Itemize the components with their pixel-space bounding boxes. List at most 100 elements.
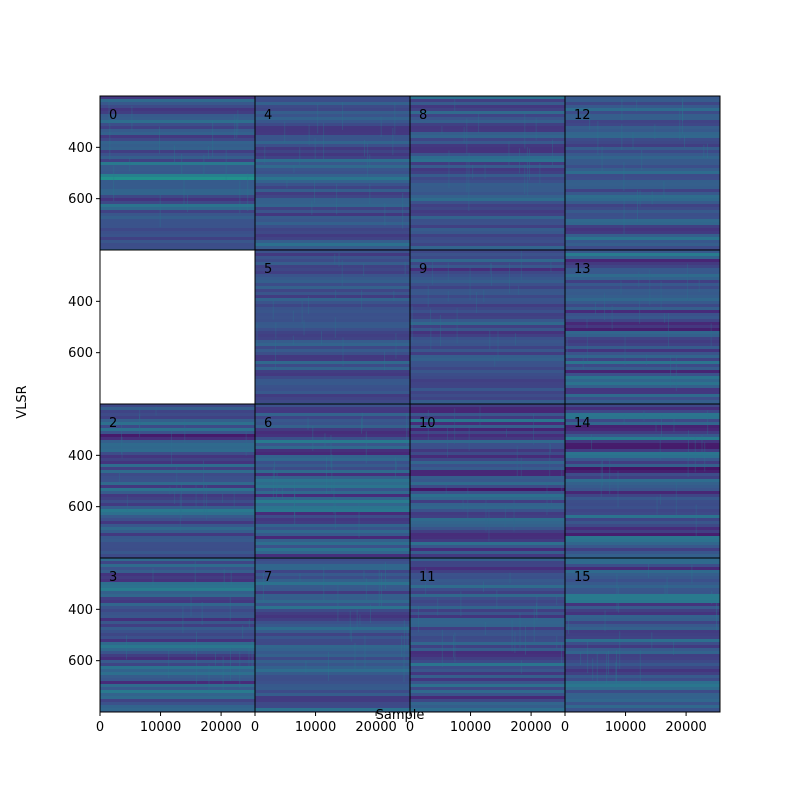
heatmap-image-15 [565, 558, 720, 712]
heatmap-streak [276, 471, 278, 492]
heatmap-band [410, 328, 565, 332]
heatmap-band [410, 174, 565, 178]
heatmap-streak [550, 497, 552, 510]
heatmap-band [565, 518, 720, 522]
heatmap-band [410, 512, 565, 516]
heatmap-streak [354, 642, 356, 670]
heatmap-band [255, 228, 410, 232]
heatmap-band [410, 687, 565, 691]
x-tick-label: 20000 [665, 720, 706, 735]
heatmap-band [255, 633, 410, 637]
heatmap-band [565, 458, 720, 462]
heatmap-band [255, 651, 410, 655]
heatmap-band [410, 558, 565, 562]
heatmap-streak [273, 461, 275, 479]
panel-label-13: 13 [574, 262, 591, 277]
heatmap-band [255, 361, 410, 365]
heatmap-band [410, 533, 565, 537]
heatmap-band [100, 141, 255, 145]
heatmap-streak [256, 323, 258, 347]
heatmap-band [410, 654, 565, 658]
heatmap-band [410, 422, 565, 426]
heatmap-streak [469, 267, 471, 300]
heatmap-band [255, 503, 410, 507]
heatmap-band [100, 419, 255, 423]
panel-label-4: 4 [264, 108, 272, 123]
heatmap-band [565, 636, 720, 640]
heatmap-band [410, 135, 565, 139]
heatmap-band [100, 455, 255, 459]
heatmap-band [565, 358, 720, 362]
heatmap-band [255, 582, 410, 586]
heatmap-streak [437, 598, 439, 616]
heatmap-streak [597, 121, 599, 156]
heatmap-streak [600, 461, 602, 498]
heatmap-band [410, 268, 565, 272]
heatmap-band [565, 542, 720, 546]
heatmap-band [410, 105, 565, 109]
heatmap-band [565, 615, 720, 619]
heatmap-band [565, 603, 720, 607]
heatmap-streak [707, 143, 709, 159]
heatmap-band [410, 564, 565, 568]
heatmap-streak [556, 596, 558, 605]
y-tick-label: 400 [68, 295, 93, 310]
heatmap-streak [286, 176, 288, 189]
heatmap-streak [596, 651, 598, 684]
heatmap-band [255, 542, 410, 546]
heatmap-band [410, 168, 565, 172]
heatmap-band [100, 518, 255, 522]
heatmap-streak [490, 263, 492, 286]
heatmap-band [410, 506, 565, 510]
heatmap-band [565, 111, 720, 115]
heatmap-streak [476, 291, 478, 313]
heatmap-band [410, 624, 565, 628]
heatmap-streak [196, 631, 198, 656]
heatmap-streak [468, 152, 470, 175]
heatmap-band [565, 666, 720, 670]
heatmap-band [100, 147, 255, 151]
heatmap-band [410, 693, 565, 697]
heatmap-band [255, 259, 410, 263]
heatmap-band [565, 210, 720, 214]
heatmap-band [565, 216, 720, 220]
heatmap-band [410, 307, 565, 311]
heatmap-band [565, 419, 720, 423]
heatmap-band [255, 292, 410, 296]
heatmap-band [565, 467, 720, 471]
heatmap-band [565, 271, 720, 275]
heatmap-streak [472, 164, 474, 179]
heatmap-band [255, 431, 410, 435]
heatmap-streak [312, 425, 314, 451]
heatmap-band [255, 153, 410, 157]
heatmap-band [255, 636, 410, 640]
heatmap-streak [222, 656, 224, 692]
heatmap-band [565, 259, 720, 263]
heatmap-band [410, 117, 565, 121]
heatmap-band [255, 162, 410, 166]
heatmap-streak [447, 262, 449, 282]
heatmap-band [565, 382, 720, 386]
heatmap-band [255, 99, 410, 103]
heatmap-streak [245, 430, 247, 456]
heatmap-band [410, 253, 565, 257]
heatmap-band [565, 105, 720, 109]
heatmap-streak [427, 285, 429, 308]
heatmap-band [410, 636, 565, 640]
heatmap-band [255, 518, 410, 522]
heatmap-band [565, 503, 720, 507]
heatmap-streak [203, 154, 205, 177]
heatmap-band [255, 186, 410, 190]
heatmap-band [410, 449, 565, 453]
heatmap-streak [604, 292, 606, 321]
heatmap-streak [520, 660, 522, 674]
heatmap-band [410, 286, 565, 290]
heatmap-streak [225, 149, 227, 181]
heatmap-band [410, 129, 565, 133]
heatmap-image-4 [255, 96, 410, 250]
heatmap-band [255, 123, 410, 127]
heatmap-streak [592, 658, 594, 681]
heatmap-band [565, 243, 720, 247]
panel-2: 2 [99, 403, 256, 559]
heatmap-band [255, 479, 410, 483]
